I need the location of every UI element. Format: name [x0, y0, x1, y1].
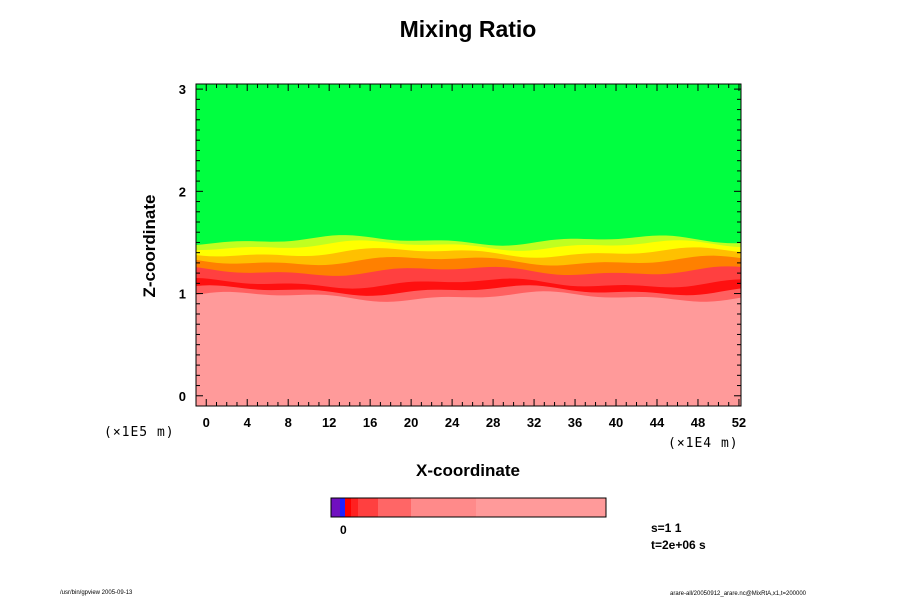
x-tick-label: 28: [486, 415, 500, 430]
y-axis-label: Z-coordinate: [140, 194, 159, 298]
info-block: s=1 1 t=2e+06 s: [651, 520, 706, 554]
info-s: s=1 1: [651, 521, 682, 535]
y-tick-label: 0: [179, 389, 186, 404]
x-axis: 0 4 8 12 16 20 24 28 32 36 40 44 48 52: [203, 84, 746, 430]
x-tick-label: 44: [650, 415, 665, 430]
y-tick-label: 2: [179, 184, 186, 199]
colorbar-segment: [340, 498, 345, 517]
x-tick-label: 40: [609, 415, 623, 430]
chart-title: Mixing Ratio: [399, 16, 537, 42]
x-tick-label: 20: [404, 415, 418, 430]
x-axis-label: X-coordinate: [416, 461, 520, 480]
colorbar-frame: [330, 497, 607, 518]
x-tick-label: 24: [445, 415, 460, 430]
x-tick-label: 52: [732, 415, 746, 430]
colorbar-segment: [351, 498, 358, 517]
y-axis: 0 1 2 3: [179, 82, 741, 407]
footer-left: /usr/bin/gpview 2005-09-13: [60, 590, 133, 596]
colorbar-segment: [378, 498, 411, 517]
colorbar-segment: [345, 498, 351, 517]
colorbar-tick-label: 0: [340, 523, 347, 537]
y-tick-label: 3: [179, 82, 186, 97]
x-tick-label: 0: [203, 415, 210, 430]
colorbar-segment: [358, 498, 378, 517]
footer-right: arare-all/20050912_arare.nc@MixRtA,x1,t=…: [670, 591, 807, 597]
colorbar-segment: [476, 498, 606, 517]
x-tick-label: 32: [527, 415, 541, 430]
x-tick-label: 4: [244, 415, 252, 430]
x-axis-unit: (×1E4 m): [668, 436, 739, 451]
plot-frame: [195, 83, 742, 407]
x-tick-label: 8: [285, 415, 292, 430]
x-tick-label: 48: [691, 415, 705, 430]
x-tick-label: 36: [568, 415, 582, 430]
heatmap-field: [196, 84, 741, 406]
layer-upper: [196, 84, 741, 246]
y-tick-label: 1: [179, 287, 186, 302]
x-tick-label: 16: [363, 415, 377, 430]
y-axis-unit: (×1E5 m): [104, 425, 175, 440]
info-t: t=2e+06 s: [651, 538, 706, 552]
colorbar-segment: [331, 498, 340, 517]
colorbar: [330, 497, 607, 518]
colorbar-segment: [411, 498, 476, 517]
x-tick-label: 12: [322, 415, 336, 430]
